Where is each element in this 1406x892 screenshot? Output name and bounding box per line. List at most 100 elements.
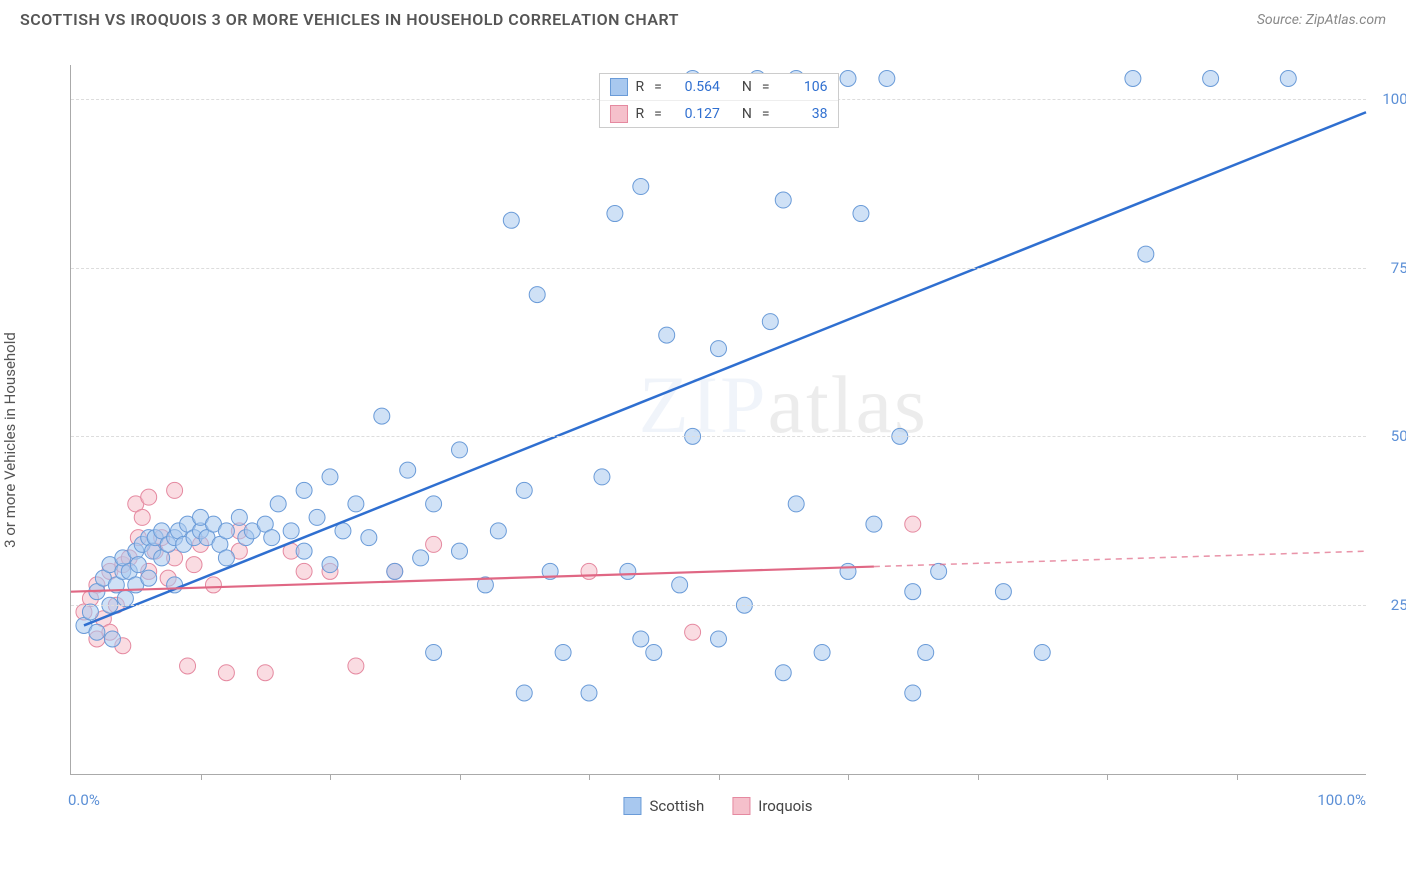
data-point-iroquois xyxy=(905,516,921,532)
data-point-scottish xyxy=(218,523,234,539)
data-point-scottish xyxy=(905,584,921,600)
n-label: N xyxy=(742,79,752,95)
r-label: R xyxy=(635,106,644,122)
data-point-scottish xyxy=(141,570,157,586)
data-point-scottish xyxy=(218,550,234,566)
data-point-iroquois xyxy=(205,577,221,593)
data-point-scottish xyxy=(516,685,532,701)
legend-item-iroquois: Iroquois xyxy=(732,797,812,815)
data-point-scottish xyxy=(296,543,312,559)
stats-legend: R = 0.564 N = 106 R = 0.127 N = 38 xyxy=(598,73,838,128)
x-tick xyxy=(719,774,720,780)
data-point-scottish xyxy=(361,530,377,546)
swatch-iroquois-icon xyxy=(609,105,627,123)
data-point-scottish xyxy=(426,496,442,512)
data-point-scottish xyxy=(426,644,442,660)
chart-title: SCOTTISH VS IROQUOIS 3 OR MORE VEHICLES … xyxy=(20,10,679,29)
eq-sign: = xyxy=(654,79,662,95)
data-point-scottish xyxy=(905,685,921,701)
x-tick xyxy=(460,774,461,780)
source-prefix: Source: xyxy=(1257,12,1306,28)
data-point-scottish xyxy=(607,206,623,222)
data-point-scottish xyxy=(516,482,532,498)
chart-container: 3 or more Vehicles in Household R = 0.56… xyxy=(50,55,1386,825)
data-point-scottish xyxy=(918,644,934,660)
trendline-scottish xyxy=(84,112,1366,625)
eq-sign: = xyxy=(654,106,662,122)
x-axis-min-label: 0.0% xyxy=(68,791,100,809)
data-point-scottish xyxy=(633,631,649,647)
data-point-scottish xyxy=(283,523,299,539)
swatch-iroquois-icon xyxy=(732,797,750,815)
x-tick xyxy=(1107,774,1108,780)
data-point-scottish xyxy=(866,516,882,532)
legend-label-iroquois: Iroquois xyxy=(758,797,812,815)
series-legend: Scottish Iroquois xyxy=(623,797,812,815)
data-point-iroquois xyxy=(257,665,273,681)
data-point-scottish xyxy=(104,631,120,647)
y-tick-label: 25.0% xyxy=(1371,596,1406,614)
x-tick xyxy=(848,774,849,780)
data-point-iroquois xyxy=(426,536,442,552)
data-point-scottish xyxy=(452,543,468,559)
data-point-iroquois xyxy=(581,563,597,579)
data-point-scottish xyxy=(309,509,325,525)
gridline xyxy=(71,605,1366,606)
data-point-scottish xyxy=(1203,71,1219,87)
y-tick-label: 100.0% xyxy=(1371,90,1406,108)
data-point-scottish xyxy=(814,644,830,660)
data-point-scottish xyxy=(646,644,662,660)
data-point-scottish xyxy=(503,212,519,228)
data-point-scottish xyxy=(322,557,338,573)
data-point-scottish xyxy=(413,550,429,566)
data-point-iroquois xyxy=(134,509,150,525)
x-tick xyxy=(330,774,331,780)
data-point-scottish xyxy=(130,557,146,573)
data-point-scottish xyxy=(672,577,688,593)
legend-item-scottish: Scottish xyxy=(623,797,704,815)
stats-row-iroquois: R = 0.127 N = 38 xyxy=(599,100,837,127)
data-point-scottish xyxy=(995,584,1011,600)
x-axis-max-label: 100.0% xyxy=(1317,791,1366,809)
data-point-scottish xyxy=(620,563,636,579)
swatch-scottish-icon xyxy=(623,797,641,815)
data-point-scottish xyxy=(322,469,338,485)
data-point-scottish xyxy=(400,462,416,478)
data-point-iroquois xyxy=(296,563,312,579)
data-point-scottish xyxy=(840,563,856,579)
x-tick xyxy=(1237,774,1238,780)
x-tick xyxy=(978,774,979,780)
gridline xyxy=(71,436,1366,437)
data-point-scottish xyxy=(762,314,778,330)
n-label: N xyxy=(742,106,752,122)
legend-label-scottish: Scottish xyxy=(649,797,704,815)
swatch-scottish-icon xyxy=(609,78,627,96)
data-point-scottish xyxy=(633,179,649,195)
trendline-extrapolated-iroquois xyxy=(874,551,1366,566)
data-point-iroquois xyxy=(180,658,196,674)
data-point-scottish xyxy=(387,563,403,579)
data-point-scottish xyxy=(1125,71,1141,87)
data-point-scottish xyxy=(581,685,597,701)
data-point-scottish xyxy=(270,496,286,512)
data-point-iroquois xyxy=(186,557,202,573)
gridline xyxy=(71,268,1366,269)
data-point-scottish xyxy=(853,206,869,222)
stats-row-scottish: R = 0.564 N = 106 xyxy=(599,74,837,100)
plot-area: R = 0.564 N = 106 R = 0.127 N = 38 ZIPat… xyxy=(70,65,1366,775)
data-point-scottish xyxy=(1034,644,1050,660)
y-axis-label: 3 or more Vehicles in Household xyxy=(1,332,19,548)
data-point-scottish xyxy=(931,563,947,579)
y-tick-label: 50.0% xyxy=(1371,427,1406,445)
source-link[interactable]: ZipAtlas.com xyxy=(1306,12,1386,28)
n-value-scottish: 106 xyxy=(780,79,828,95)
plot-svg xyxy=(71,65,1366,774)
data-point-scottish xyxy=(374,408,390,424)
data-point-scottish xyxy=(490,523,506,539)
data-point-scottish xyxy=(594,469,610,485)
data-point-scottish xyxy=(82,604,98,620)
r-value-scottish: 0.564 xyxy=(672,79,720,95)
source-attribution: Source: ZipAtlas.com xyxy=(1257,12,1386,28)
data-point-scottish xyxy=(659,327,675,343)
r-value-iroquois: 0.127 xyxy=(672,106,720,122)
